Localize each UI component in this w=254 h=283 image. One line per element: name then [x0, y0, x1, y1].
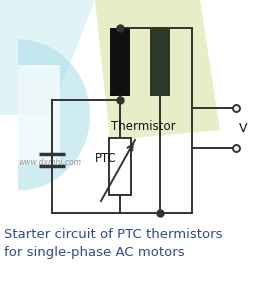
Bar	[110, 28, 130, 96]
Text: www.dxmhi.com: www.dxmhi.com	[18, 158, 81, 167]
Polygon shape	[95, 0, 220, 140]
Text: V: V	[239, 121, 247, 134]
Text: Thermistor: Thermistor	[111, 120, 176, 133]
Polygon shape	[0, 0, 95, 115]
Bar	[109, 138, 131, 195]
Text: for single-phase AC motors: for single-phase AC motors	[4, 246, 185, 259]
Polygon shape	[18, 65, 60, 165]
Text: PTC: PTC	[95, 152, 117, 165]
Polygon shape	[18, 39, 90, 190]
Bar	[150, 28, 170, 96]
Text: Starter circuit of PTC thermistors: Starter circuit of PTC thermistors	[4, 228, 223, 241]
